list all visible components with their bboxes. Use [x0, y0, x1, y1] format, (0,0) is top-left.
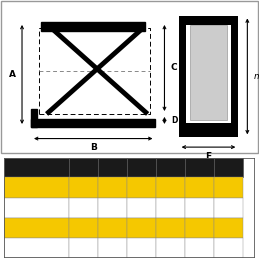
Text: 1010: 1010	[73, 183, 95, 192]
Bar	[4, 238, 69, 258]
Bar	[185, 218, 214, 238]
Text: 1300: 1300	[188, 223, 210, 232]
Text: 800: 800	[221, 203, 236, 212]
Bar	[98, 158, 127, 177]
Text: A: A	[81, 163, 87, 172]
Text: 2000 - EMH: 2000 - EMH	[13, 225, 60, 231]
Text: 190: 190	[162, 223, 178, 232]
Bar	[214, 158, 242, 177]
Bar	[156, 218, 185, 238]
Text: B: B	[110, 163, 116, 172]
Text: 1010: 1010	[74, 203, 94, 212]
Text: 1010: 1010	[73, 223, 95, 232]
Bar	[214, 198, 242, 218]
Bar	[69, 238, 98, 258]
Bar	[127, 218, 156, 238]
Text: F: F	[205, 152, 212, 161]
Text: MODEL: MODEL	[21, 163, 53, 172]
Text: 550 -EMH: 550 -EMH	[17, 184, 56, 190]
Bar	[69, 158, 98, 177]
Bar	[185, 177, 214, 198]
Text: B: B	[90, 143, 97, 152]
Bar	[214, 238, 242, 258]
Bar	[185, 158, 214, 177]
Text: 800: 800	[220, 223, 236, 232]
Bar	[98, 177, 127, 198]
Text: 800: 800	[134, 243, 149, 252]
Text: 3000 - EMH: 3000 - EMH	[16, 245, 57, 251]
Bar	[127, 238, 156, 258]
Text: E: E	[197, 163, 202, 172]
Bar	[127, 158, 156, 177]
Bar	[31, 109, 37, 127]
Bar	[31, 119, 155, 127]
Text: 1300: 1300	[103, 243, 123, 252]
Text: 1300: 1300	[103, 203, 123, 212]
Text: 1300: 1300	[102, 183, 124, 192]
Text: 820: 820	[133, 183, 150, 192]
Text: 1020: 1020	[74, 243, 94, 252]
Text: 1300: 1300	[188, 183, 210, 192]
Text: A: A	[9, 70, 17, 79]
Text: C: C	[139, 163, 144, 172]
Bar	[98, 218, 127, 238]
Text: 190: 190	[162, 183, 178, 192]
Bar	[41, 22, 145, 31]
Text: 800: 800	[221, 243, 236, 252]
Bar	[186, 25, 231, 123]
Text: D: D	[171, 116, 177, 125]
Text: m: m	[254, 72, 259, 81]
Bar	[214, 218, 242, 238]
Text: 1100 - EMH: 1100 - EMH	[16, 205, 57, 211]
Bar	[214, 177, 242, 198]
Bar	[156, 158, 185, 177]
Bar	[127, 177, 156, 198]
Text: 820: 820	[134, 203, 149, 212]
Bar	[156, 238, 185, 258]
Bar	[69, 198, 98, 218]
Text: 190: 190	[163, 203, 178, 212]
Bar	[127, 198, 156, 218]
Bar	[69, 218, 98, 238]
Text: 220: 220	[163, 243, 178, 252]
Bar	[185, 198, 214, 218]
Bar	[179, 16, 238, 137]
Text: 1300: 1300	[189, 203, 209, 212]
Text: C: C	[171, 63, 178, 73]
Bar	[4, 177, 69, 198]
Text: F: F	[225, 163, 231, 172]
Bar	[98, 238, 127, 258]
Text: 1300: 1300	[189, 243, 209, 252]
Bar	[4, 218, 69, 238]
Bar	[4, 198, 69, 218]
Bar	[185, 238, 214, 258]
Bar	[4, 158, 69, 177]
Text: D: D	[167, 163, 174, 172]
Bar	[69, 177, 98, 198]
Text: 1300: 1300	[102, 223, 124, 232]
Bar	[156, 177, 185, 198]
Bar	[190, 25, 227, 120]
Bar	[98, 198, 127, 218]
Text: 800: 800	[220, 183, 236, 192]
Text: 820: 820	[133, 223, 150, 232]
Bar	[156, 198, 185, 218]
